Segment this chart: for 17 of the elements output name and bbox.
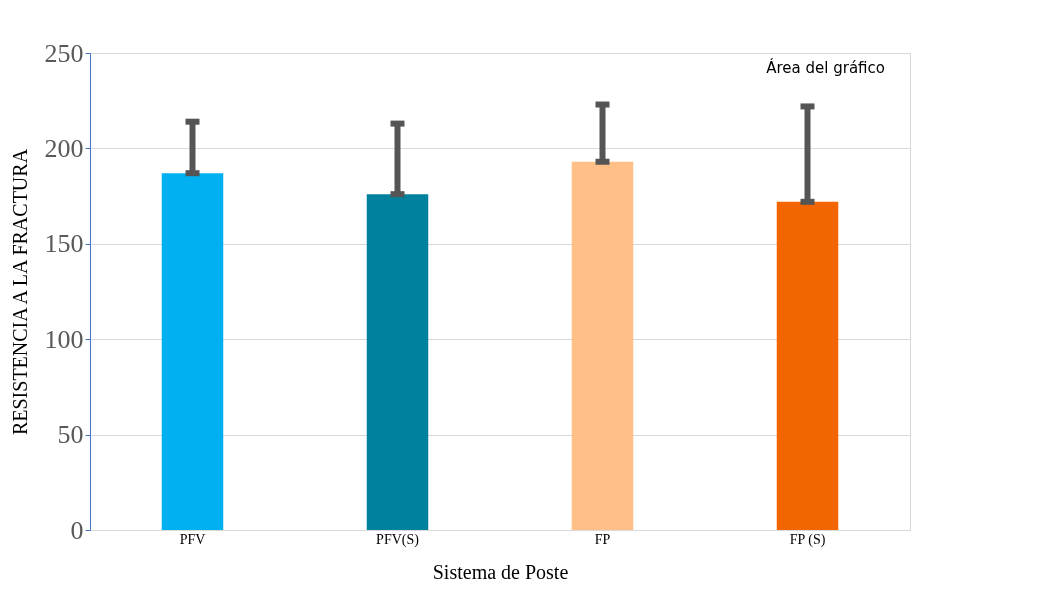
bar: [571, 161, 634, 530]
bar: [776, 201, 839, 530]
x-axis-title: Sistema de Poste: [432, 560, 569, 583]
y-tick-label: 100: [44, 324, 84, 354]
y-tick-label: 150: [44, 229, 84, 259]
x-tick-label: FP (S): [789, 531, 826, 548]
annotation: Área del gráfico: [766, 58, 885, 77]
y-tick-label: 0: [70, 515, 84, 545]
y-axis-title: RESISTENCIA A LA FRACTURA: [8, 148, 31, 436]
x-tick-label: PFV: [179, 531, 206, 547]
x-tick-label: FP: [594, 531, 611, 547]
bar: [366, 194, 429, 530]
y-tick-label: 250: [44, 38, 84, 68]
x-tick-label: PFV(S): [376, 531, 420, 548]
y-tick-label: 200: [44, 133, 84, 163]
y-tick-label: 50: [57, 420, 84, 450]
bar: [161, 173, 224, 530]
